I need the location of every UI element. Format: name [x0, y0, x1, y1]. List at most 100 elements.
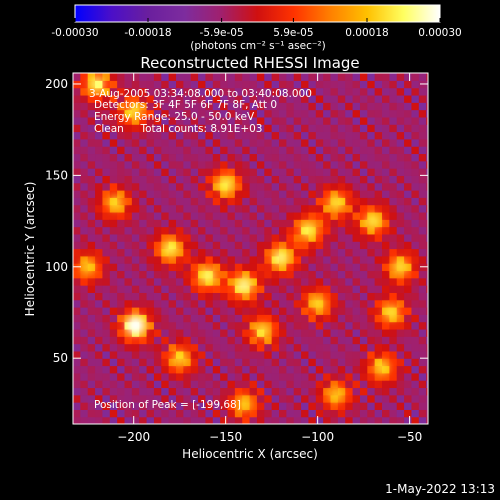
heatmap-cell: [337, 277, 346, 286]
heatmap-cell: [95, 350, 104, 359]
heatmap-cell: [308, 292, 317, 301]
heatmap-cell: [359, 285, 368, 293]
heatmap-cell: [153, 343, 162, 352]
heatmap-cell: [242, 299, 251, 308]
heatmap-cell: [367, 226, 376, 235]
heatmap-cell: [153, 285, 162, 293]
heatmap-cell: [95, 182, 104, 191]
heatmap-cell: [176, 87, 184, 96]
heatmap-cell: [124, 307, 133, 315]
heatmap-cell: [426, 270, 428, 279]
heatmap-cell: [271, 350, 280, 359]
heatmap-cell: [271, 175, 280, 184]
heatmap-cell: [146, 409, 155, 418]
heatmap-cell: [234, 168, 243, 176]
heatmap-cell: [153, 350, 162, 359]
heatmap-cell: [345, 153, 354, 162]
heatmap-cell: [102, 109, 111, 118]
heatmap-cell: [389, 197, 398, 206]
heatmap-cell: [337, 394, 346, 403]
heatmap-cell: [205, 402, 214, 410]
heatmap-cell: [256, 372, 265, 381]
heatmap-cell: [168, 380, 177, 389]
heatmap-cell: [389, 358, 398, 367]
heatmap-cell: [249, 204, 258, 213]
heatmap-cell: [168, 204, 177, 213]
heatmap-cell: [87, 416, 96, 424]
heatmap-cell: [212, 233, 221, 242]
heatmap-cell: [367, 102, 376, 111]
colorbar-tick-label: -0.00018: [124, 27, 171, 39]
heatmap-cell: [168, 321, 177, 330]
heatmap-cell: [418, 343, 427, 352]
heatmap-cell: [382, 102, 390, 111]
heatmap-cell: [95, 109, 104, 118]
heatmap-cell: [330, 350, 339, 359]
heatmap-cell: [176, 211, 184, 220]
heatmap-cell: [183, 409, 192, 418]
heatmap-cell: [396, 350, 405, 359]
heatmap-cell: [124, 138, 133, 147]
heatmap-cell: [242, 175, 251, 184]
heatmap-cell: [139, 73, 148, 81]
heatmap-cell: [389, 138, 398, 147]
heatmap-cell: [330, 321, 339, 330]
heatmap-cell: [374, 233, 383, 242]
heatmap-cell: [293, 314, 302, 323]
heatmap-cell: [426, 409, 428, 418]
heatmap-cell: [205, 292, 214, 301]
heatmap-cell: [301, 394, 310, 403]
heatmap-cell: [102, 138, 111, 147]
heatmap-cell: [404, 153, 413, 162]
heatmap-cell: [359, 372, 368, 381]
heatmap-cell: [418, 146, 427, 155]
heatmap-cell: [426, 211, 428, 220]
heatmap-cell: [212, 292, 221, 301]
heatmap-cell: [139, 343, 148, 352]
heatmap-cell: [286, 277, 295, 286]
heatmap-cell: [227, 226, 236, 235]
heatmap-cell: [330, 146, 339, 155]
heatmap-cell: [382, 219, 390, 228]
heatmap-cell: [293, 255, 302, 264]
heatmap-cell: [190, 175, 199, 184]
heatmap-cell: [124, 365, 133, 374]
heatmap-cell: [367, 402, 376, 410]
heatmap-cell: [87, 211, 96, 220]
heatmap-cell: [411, 131, 420, 140]
heatmap-cell: [117, 73, 126, 81]
heatmap-cell: [359, 343, 368, 352]
heatmap-cell: [109, 365, 118, 374]
heatmap-cell: [426, 94, 428, 103]
heatmap-cell: [109, 292, 118, 301]
heatmap-cell: [190, 160, 199, 169]
heatmap-cell: [359, 73, 368, 81]
heatmap-cell: [404, 233, 413, 242]
heatmap-cell: [315, 94, 324, 103]
heatmap-cell: [404, 197, 413, 206]
heatmap-cell: [264, 211, 273, 220]
heatmap-cell: [315, 87, 324, 96]
heatmap-cell: [315, 285, 324, 293]
heatmap-cell: [249, 314, 258, 323]
heatmap-cell: [330, 211, 339, 220]
heatmap-cell: [153, 387, 162, 396]
heatmap-cell: [131, 146, 140, 155]
heatmap-cell: [345, 87, 354, 96]
heatmap-cell: [264, 343, 273, 352]
heatmap-cell: [242, 190, 251, 198]
heatmap-cell: [301, 233, 310, 242]
heatmap-cell: [359, 211, 368, 220]
heatmap-cell: [374, 87, 383, 96]
heatmap-cell: [323, 307, 332, 315]
heatmap-cell: [308, 138, 317, 147]
heatmap-cell: [102, 226, 111, 235]
heatmap-cell: [323, 226, 332, 235]
heatmap-cell: [80, 307, 89, 315]
heatmap-cell: [418, 175, 427, 184]
heatmap-cell: [404, 109, 413, 118]
heatmap-cell: [293, 175, 302, 184]
x-axis-label: Heliocentric X (arcsec): [182, 447, 318, 461]
heatmap-cell: [95, 94, 104, 103]
heatmap-cell: [95, 153, 104, 162]
